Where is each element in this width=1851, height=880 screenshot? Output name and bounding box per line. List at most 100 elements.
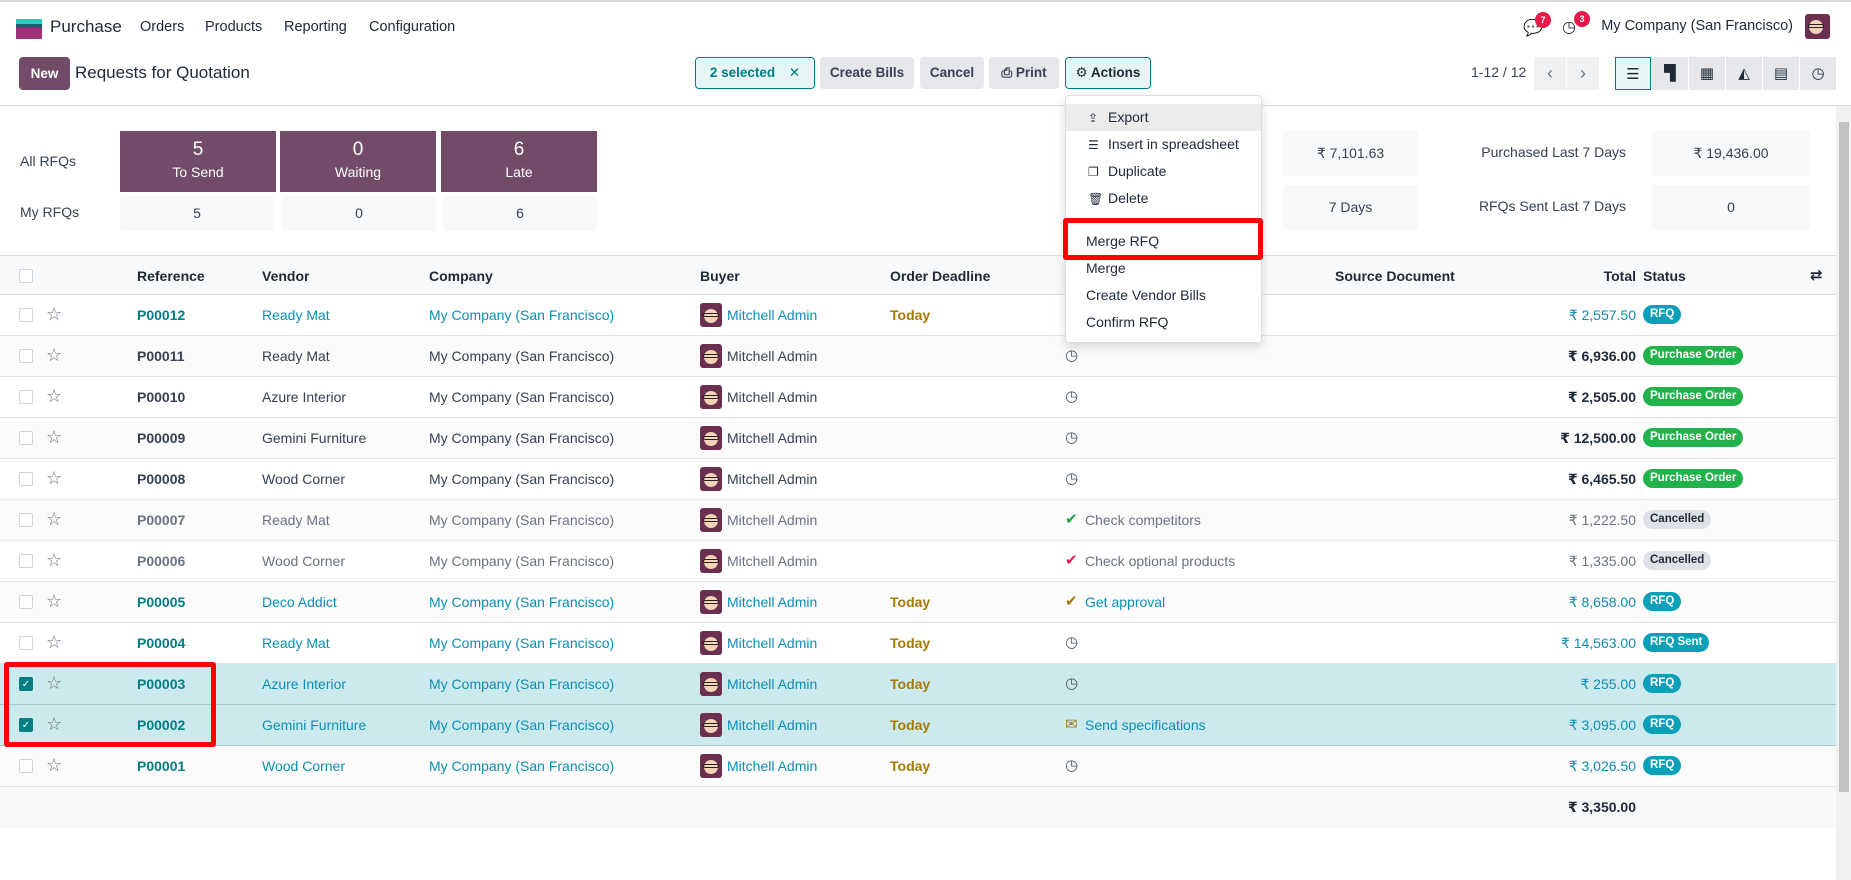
row-checkbox[interactable] — [19, 349, 33, 363]
header-source-document[interactable]: Source Document — [1335, 268, 1455, 284]
row-checkbox[interactable] — [19, 308, 33, 322]
activity-summary[interactable]: Check optional products — [1085, 553, 1236, 569]
header-total[interactable]: Total — [1603, 268, 1636, 284]
menu-insert-spreadsheet[interactable]: ☰ Insert in spreadsheet — [1066, 131, 1261, 158]
scrollbar-thumb[interactable] — [1839, 122, 1849, 792]
menu-merge[interactable]: Merge — [1086, 260, 1126, 276]
table-row[interactable]: ☆ P00010 Azure Interior My Company (San Fra… — [0, 377, 1836, 418]
reference[interactable]: P00010 — [137, 389, 186, 405]
clock-icon[interactable]: ◷ — [1065, 347, 1079, 364]
table-row[interactable]: ☆ P00006 Wood Corner My Company (San Franci… — [0, 541, 1836, 582]
new-button[interactable]: New — [19, 57, 70, 90]
star-icon[interactable]: ☆ — [46, 673, 63, 693]
create-bills-button[interactable]: Create Bills — [820, 57, 914, 89]
row-checkbox[interactable] — [19, 431, 33, 445]
pager-previous-button[interactable]: ‹ — [1534, 57, 1566, 90]
reference[interactable]: P00006 — [137, 553, 186, 569]
row-checkbox[interactable] — [19, 636, 33, 650]
row-checkbox[interactable] — [19, 513, 33, 527]
purchase-app-icon[interactable] — [16, 19, 42, 39]
pager-value[interactable]: 1-12 / 12 — [1471, 64, 1527, 80]
star-icon[interactable]: ☆ — [46, 386, 63, 406]
company-switcher[interactable]: My Company (San Francisco) — [1601, 18, 1793, 34]
table-row[interactable]: ✓ ☆ P00002 Gemini Furniture My Company (San … — [0, 705, 1836, 746]
star-icon[interactable]: ☆ — [46, 345, 63, 365]
view-list-button[interactable]: ☰ — [1615, 57, 1651, 90]
table-row[interactable]: ☆ P00001 Wood Corner My Company (San Franci… — [0, 746, 1836, 787]
star-icon[interactable]: ☆ — [46, 509, 63, 529]
star-icon[interactable]: ☆ — [46, 632, 63, 652]
table-row[interactable]: ☆ P00011 Ready Mat My Company (San Francisc… — [0, 336, 1836, 377]
row-checkbox[interactable] — [19, 390, 33, 404]
reference[interactable]: P00004 — [137, 635, 186, 651]
table-row[interactable]: ☆ P00007 Ready Mat My Company (San Francisc… — [0, 500, 1836, 541]
star-icon[interactable]: ☆ — [46, 468, 63, 488]
header-order-deadline[interactable]: Order Deadline — [890, 268, 991, 284]
row-checkbox[interactable] — [19, 472, 33, 486]
view-pivot-button[interactable]: ▦ — [1689, 57, 1725, 90]
activities-button[interactable]: ◷ 3 — [1562, 11, 1590, 37]
check-green-icon[interactable]: ✔ — [1065, 511, 1078, 528]
my-to-send[interactable]: 5 — [120, 196, 274, 231]
table-row[interactable]: ☆ P00005 Deco Addict My Company (San Franci… — [0, 582, 1836, 623]
menu-orders[interactable]: Orders — [140, 19, 185, 35]
row-checkbox[interactable] — [19, 554, 33, 568]
messages-button[interactable]: 💬 7 — [1523, 12, 1551, 38]
header-vendor[interactable]: Vendor — [262, 268, 310, 284]
reference[interactable]: P00011 — [137, 348, 185, 364]
activity-summary[interactable]: Check competitors — [1085, 512, 1201, 528]
header-status[interactable]: Status — [1643, 268, 1686, 284]
optional-columns-icon[interactable]: ⇄ — [1810, 267, 1823, 284]
star-icon[interactable]: ☆ — [46, 550, 63, 570]
menu-confirm-rfq[interactable]: Confirm RFQ — [1086, 314, 1169, 330]
my-late[interactable]: 6 — [443, 196, 597, 231]
menu-duplicate[interactable]: ❐ Duplicate — [1066, 158, 1261, 185]
pager-next-button[interactable]: › — [1567, 57, 1599, 90]
reference[interactable]: P00007 — [137, 512, 186, 528]
clock-icon[interactable]: ◷ — [1065, 675, 1079, 692]
row-checkbox[interactable] — [19, 595, 33, 609]
menu-export[interactable]: ⇪ Export — [1066, 104, 1261, 131]
clock-icon[interactable]: ◷ — [1065, 429, 1079, 446]
menu-create-vendor-bills[interactable]: Create Vendor Bills — [1086, 287, 1206, 303]
check-gold-icon[interactable]: ✔ — [1065, 593, 1078, 610]
star-icon[interactable]: ☆ — [46, 427, 63, 447]
table-row[interactable]: ☆ P00004 Ready Mat My Company (San Francisc… — [0, 623, 1836, 664]
check-red-icon[interactable]: ✔ — [1065, 552, 1078, 569]
activity-summary[interactable]: Get approval — [1085, 594, 1166, 610]
my-waiting[interactable]: 0 — [282, 196, 436, 231]
reference[interactable]: P00008 — [137, 471, 186, 487]
view-graph-button[interactable]: ◭ — [1726, 57, 1762, 90]
header-company[interactable]: Company — [429, 268, 493, 284]
menu-products[interactable]: Products — [205, 19, 263, 35]
view-activity-button[interactable]: ◷ — [1800, 57, 1836, 90]
header-reference[interactable]: Reference — [137, 268, 205, 284]
reference[interactable]: P00005 — [137, 594, 186, 610]
view-kanban-button[interactable]: ▜ — [1652, 57, 1688, 90]
reference[interactable]: P00003 — [137, 676, 186, 692]
actions-button[interactable]: ⚙ Actions — [1065, 57, 1151, 89]
select-all-checkbox[interactable] — [19, 269, 33, 283]
activity-summary[interactable]: Send specifications — [1085, 717, 1206, 733]
menu-reporting[interactable]: Reporting — [284, 19, 347, 35]
close-icon[interactable]: ✕ — [788, 65, 801, 80]
clock-icon[interactable]: ◷ — [1065, 634, 1079, 651]
reference[interactable]: P00012 — [137, 307, 186, 323]
reference[interactable]: P00002 — [137, 717, 186, 733]
reference[interactable]: P00009 — [137, 430, 186, 446]
header-buyer[interactable]: Buyer — [700, 268, 740, 284]
star-icon[interactable]: ☆ — [46, 714, 63, 734]
selection-badge[interactable]: 2 selected ✕ — [695, 57, 815, 89]
envelope-icon[interactable]: ✉ — [1065, 716, 1078, 733]
clock-icon[interactable]: ◷ — [1065, 470, 1079, 487]
menu-configuration[interactable]: Configuration — [369, 19, 456, 35]
menu-delete[interactable]: 🗑 Delete — [1066, 185, 1261, 212]
star-icon[interactable]: ☆ — [46, 591, 63, 611]
tile-late[interactable]: 6 Late — [441, 131, 597, 192]
clock-icon[interactable]: ◷ — [1065, 388, 1079, 405]
table-row[interactable]: ✓ ☆ P00003 Azure Interior My Company (San Fr… — [0, 664, 1836, 705]
view-calendar-button[interactable]: ▤ — [1763, 57, 1799, 90]
tile-waiting[interactable]: 0 Waiting — [280, 131, 436, 192]
clock-icon[interactable]: ◷ — [1065, 757, 1079, 774]
reference[interactable]: P00001 — [137, 758, 186, 774]
